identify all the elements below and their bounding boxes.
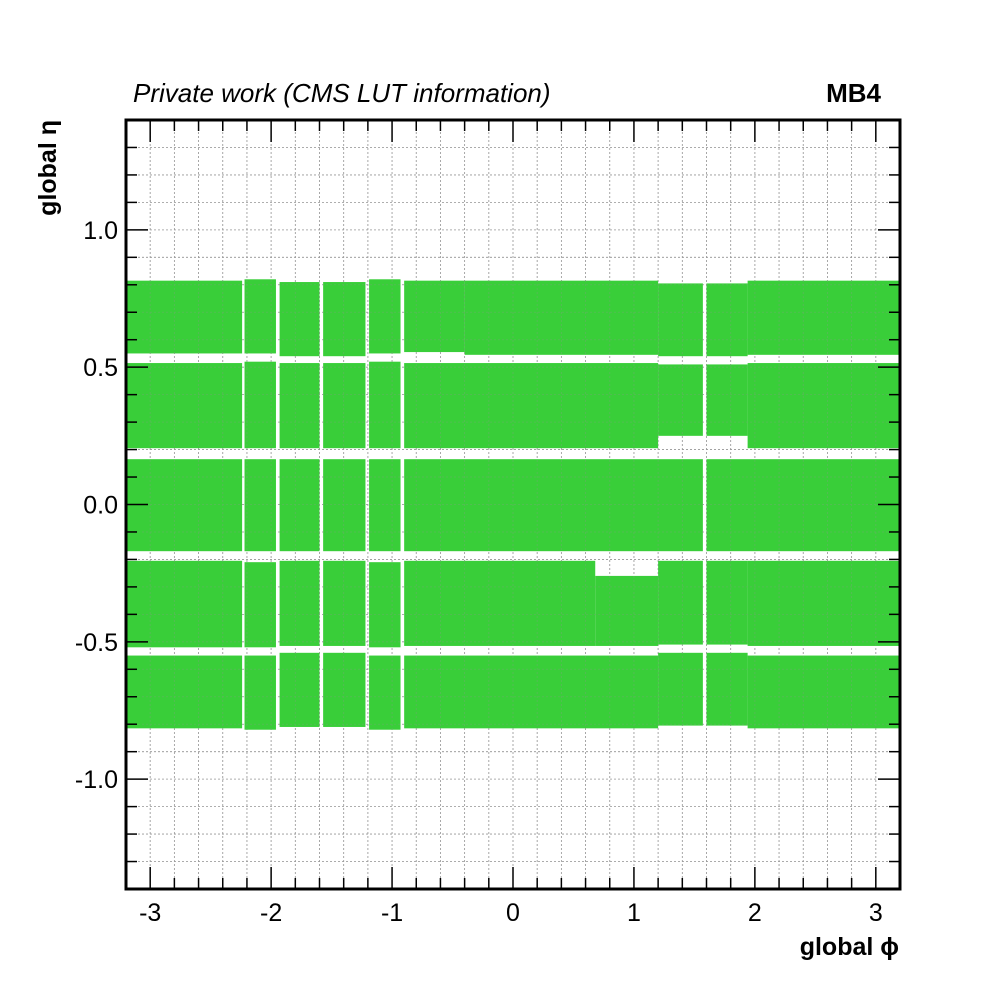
coverage-region	[464, 280, 659, 355]
coverage-region	[369, 279, 401, 354]
coverage-region	[747, 363, 900, 449]
x-tick-label: 1	[627, 899, 641, 927]
coverage-region	[747, 655, 900, 729]
coverage-region	[279, 560, 320, 646]
coverage-region	[404, 459, 703, 552]
coverage-region	[323, 560, 366, 646]
coverage-region	[658, 364, 703, 436]
coverage-region	[706, 560, 748, 645]
coverage-region	[369, 361, 401, 449]
coverage-region	[126, 560, 243, 648]
tick-labels: -3 -2 -1 0 1 2 3 -1.0 -0.5 0.0 0.5 1.0	[75, 217, 883, 927]
coverage-region	[279, 282, 320, 357]
coverage-region	[404, 655, 659, 729]
coverage-region	[658, 283, 703, 357]
coverage-region	[279, 459, 320, 552]
coverage-region	[404, 560, 596, 646]
coverage-region	[404, 363, 659, 449]
coverage-region	[706, 652, 748, 726]
coverage-region	[323, 282, 366, 357]
y-tick-label: -0.5	[75, 629, 118, 657]
coverage-region	[369, 655, 401, 730]
x-tick-label: 3	[869, 899, 883, 927]
coverage-region	[244, 562, 276, 648]
coverage-region	[323, 363, 366, 449]
coverage-regions	[126, 279, 900, 730]
coverage-region	[279, 363, 320, 449]
grid-overlay	[126, 120, 900, 889]
coverage-region	[747, 560, 900, 646]
x-tick-label: 2	[748, 899, 762, 927]
y-tick-label: 0.0	[83, 492, 118, 520]
coverage-region	[126, 363, 243, 449]
coverage-region	[323, 652, 366, 727]
x-tick-label: -3	[139, 899, 161, 927]
coverage-region	[404, 280, 465, 353]
coverage-region	[706, 364, 748, 436]
coverage-region	[595, 575, 659, 646]
coverage-region	[369, 562, 401, 648]
x-tick-label: 0	[506, 899, 520, 927]
x-tick-label: -1	[381, 899, 403, 927]
coverage-region	[369, 459, 401, 552]
chart-title: Private work (CMS LUT information)	[133, 78, 551, 108]
axis-ticks	[125, 119, 901, 890]
coverage-region	[279, 652, 320, 727]
x-axis-title: global ϕ	[800, 933, 899, 961]
coverage-region	[244, 361, 276, 449]
coverage-region	[747, 280, 900, 355]
coverage-region	[244, 459, 276, 552]
coverage-region	[244, 655, 276, 730]
coverage-region	[706, 459, 900, 552]
y-axis-title: global η	[34, 120, 62, 216]
y-tick-label: 0.5	[83, 354, 118, 382]
coverage-region	[126, 280, 243, 354]
coverage-region	[658, 652, 703, 726]
coverage-region	[244, 279, 276, 354]
coverage-region	[323, 459, 366, 552]
chart-title-right: MB4	[826, 78, 881, 108]
coverage-region	[706, 283, 748, 357]
y-tick-label: -1.0	[75, 766, 118, 794]
y-tick-label: 1.0	[83, 217, 118, 245]
x-tick-label: -2	[260, 899, 282, 927]
coverage-region	[126, 655, 243, 729]
coverage-region	[658, 560, 703, 645]
